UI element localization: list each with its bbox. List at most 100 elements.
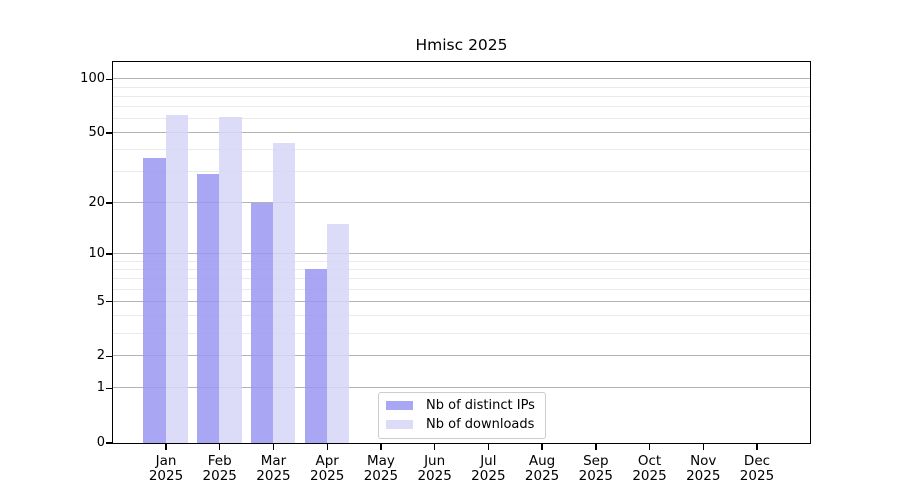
x-tick-year: 2025 xyxy=(739,468,775,484)
bar-downloads-feb xyxy=(219,117,242,443)
y-tick-mark xyxy=(106,202,113,204)
x-tick-label: Jul 2025 xyxy=(456,454,520,484)
major-gridline xyxy=(112,78,810,80)
major-gridline xyxy=(112,300,810,302)
plot-area xyxy=(111,60,812,445)
y-tick-mark xyxy=(106,442,113,444)
x-tick-year: 2025 xyxy=(256,468,291,484)
x-tick-label: Jun 2025 xyxy=(403,454,467,484)
x-tick-label: Feb 2025 xyxy=(188,454,252,484)
legend-label: Nb of distinct IPs xyxy=(426,398,535,413)
x-tick-mark xyxy=(380,443,382,450)
x-tick-label: Aug 2025 xyxy=(510,454,574,484)
chart-title: Hmisc 2025 xyxy=(415,36,508,54)
y-tick-label: 1 xyxy=(96,380,105,396)
y-tick-label: 100 xyxy=(80,71,105,87)
y-tick-mark xyxy=(106,301,113,303)
x-tick-label: Jan 2025 xyxy=(134,454,198,484)
major-gridline xyxy=(112,387,810,389)
minor-gridline xyxy=(112,268,810,270)
x-tick-mark xyxy=(756,443,758,450)
x-tick-mark xyxy=(219,443,221,450)
x-tick-month: Feb xyxy=(207,453,232,469)
x-tick-month: Oct xyxy=(637,453,662,469)
x-tick-mark xyxy=(326,443,328,450)
x-tick-mark xyxy=(272,443,275,450)
minor-gridline xyxy=(112,171,810,173)
minor-gridline xyxy=(112,118,810,120)
major-gridline xyxy=(112,202,810,204)
x-tick-year: 2025 xyxy=(524,468,560,484)
major-gridline xyxy=(112,355,810,357)
y-tick-label: 50 xyxy=(88,125,105,141)
y-tick-mark xyxy=(106,355,113,358)
x-tick-mark xyxy=(541,443,543,450)
x-tick-mark xyxy=(165,443,167,450)
bar-distinct-ips-feb xyxy=(197,174,220,443)
x-tick-month: Dec xyxy=(743,453,771,469)
x-tick-label: Apr 2025 xyxy=(295,454,359,484)
legend-label: Nb of downloads xyxy=(426,417,535,432)
x-tick-year: 2025 xyxy=(632,468,667,484)
legend-swatch-downloads xyxy=(386,420,413,429)
y-tick-mark xyxy=(106,78,113,80)
minor-gridline xyxy=(112,332,810,334)
legend-item: Nb of downloads xyxy=(386,415,537,434)
y-tick-mark xyxy=(106,387,113,390)
x-tick-year: 2025 xyxy=(471,468,506,484)
x-tick-month: Jun xyxy=(424,453,446,469)
x-tick-year: 2025 xyxy=(686,468,721,484)
x-tick-label: Dec 2025 xyxy=(725,454,789,484)
minor-gridline xyxy=(112,278,810,280)
x-tick-year: 2025 xyxy=(202,468,237,484)
x-tick-year: 2025 xyxy=(148,468,184,484)
x-tick-month: Nov xyxy=(690,453,717,469)
x-tick-label: May 2025 xyxy=(349,454,413,484)
bar-distinct-ips-mar xyxy=(250,202,274,443)
x-tick-mark xyxy=(648,443,651,450)
x-tick-month: Apr xyxy=(315,453,339,469)
major-gridline xyxy=(112,253,810,255)
x-tick-mark xyxy=(595,443,597,450)
x-tick-month: Sep xyxy=(583,453,609,469)
minor-gridline xyxy=(112,260,810,262)
x-tick-month: Jan xyxy=(155,453,177,469)
x-tick-label: Nov 2025 xyxy=(671,454,735,484)
x-tick-month: Mar xyxy=(260,453,287,469)
bar-downloads-jan xyxy=(165,114,188,443)
y-tick-label: 5 xyxy=(96,293,105,309)
major-gridline xyxy=(112,132,810,134)
y-tick-label: 10 xyxy=(88,245,105,261)
y-tick-label: 2 xyxy=(96,348,105,364)
minor-gridline xyxy=(112,149,810,151)
minor-gridline xyxy=(112,106,810,108)
bar-distinct-ips-apr xyxy=(304,269,327,443)
x-tick-year: 2025 xyxy=(309,468,345,484)
x-tick-month: Aug xyxy=(528,453,556,469)
legend-item: Nb of distinct IPs xyxy=(386,396,537,415)
x-tick-month: May xyxy=(366,453,395,469)
x-tick-month: Jul xyxy=(480,453,497,469)
y-tick-label: 20 xyxy=(88,195,105,211)
plot-inner xyxy=(112,62,810,443)
x-tick-mark xyxy=(702,443,704,450)
bar-downloads-apr xyxy=(326,224,349,443)
minor-gridline xyxy=(112,288,810,290)
y-tick-mark xyxy=(106,132,113,134)
x-tick-year: 2025 xyxy=(578,468,613,484)
x-tick-label: Oct 2025 xyxy=(618,454,682,484)
y-tick-label: 0 xyxy=(96,435,105,450)
y-tick-mark xyxy=(106,253,113,255)
minor-gridline xyxy=(112,315,810,317)
minor-gridline xyxy=(112,95,810,97)
legend-swatch-distinct-ips xyxy=(386,401,413,410)
x-tick-year: 2025 xyxy=(417,468,452,484)
x-tick-label: Mar 2025 xyxy=(241,454,305,484)
x-tick-year: 2025 xyxy=(363,468,399,484)
x-tick-mark xyxy=(487,443,490,450)
legend: Nb of distinct IPs Nb of downloads xyxy=(378,392,546,439)
x-tick-mark xyxy=(434,443,436,450)
bar-distinct-ips-jan xyxy=(143,157,166,443)
bar-downloads-mar xyxy=(273,142,296,443)
